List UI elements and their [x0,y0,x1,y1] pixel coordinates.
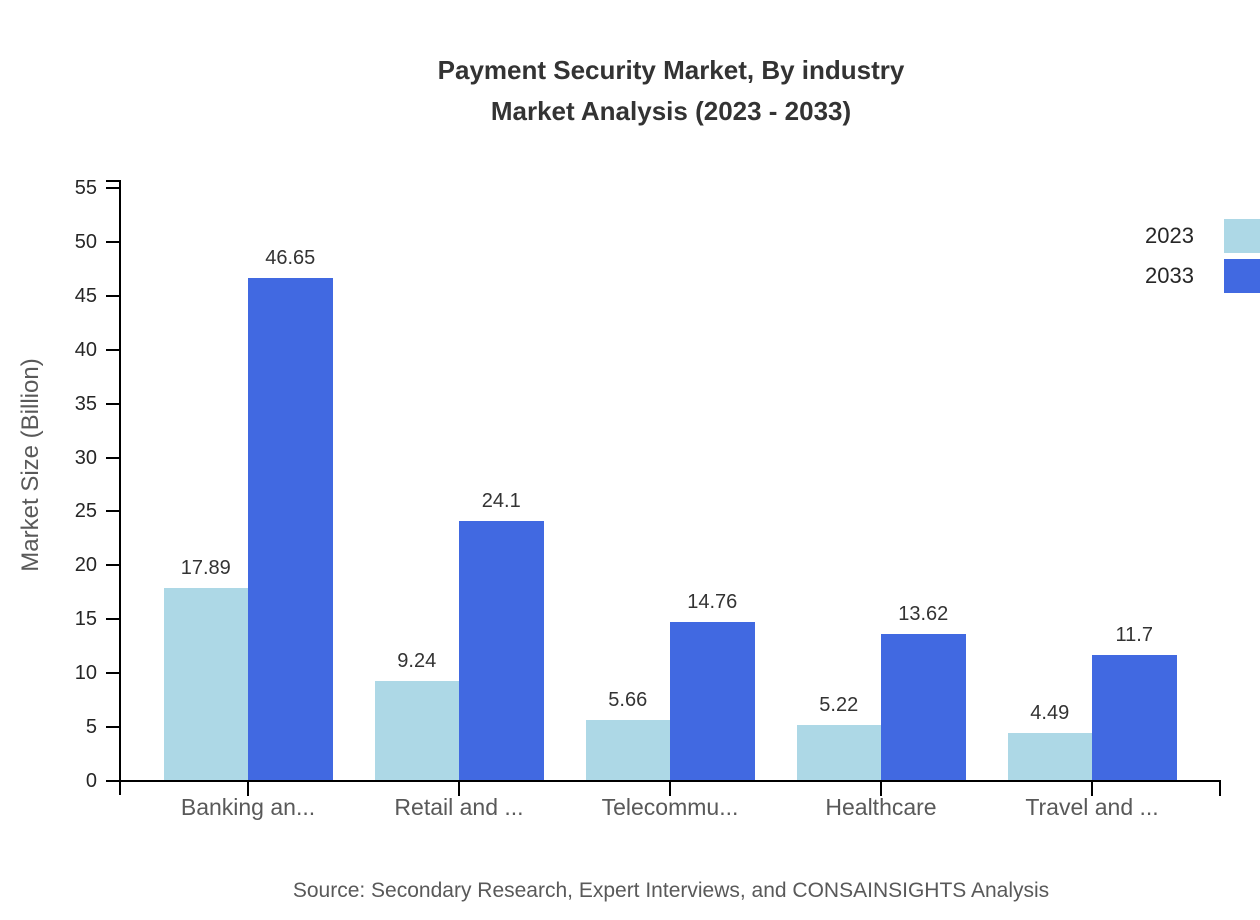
bar-2023 [1007,732,1092,780]
bar-value-label: 5.22 [819,693,859,716]
y-tick [106,726,119,729]
source-note: Source: Secondary Research, Expert Inter… [292,879,1050,902]
bar-2023 [585,719,670,780]
y-tick-label: 10 [74,662,97,685]
y-tick [106,294,119,297]
bar-value-label: 11.7 [1115,623,1153,646]
legend: 2023 2033 [1145,219,1260,299]
bar-2033 [881,634,966,780]
legend-swatch-icon [1224,219,1260,253]
y-tick [106,672,119,675]
y-tick-label: 30 [74,446,97,469]
bar-value-label: 17.89 [180,557,231,580]
y-tick-label: 50 [74,230,97,253]
chart-title-line2: Market Analysis (2023 - 2033) [490,96,852,126]
chart-title-line1: Payment Security Market, By industry [437,55,905,85]
legend-swatch-icon [1224,259,1260,293]
y-tick-label: 55 [74,177,97,199]
y-tick [106,780,119,782]
bar-value-label: 9.24 [397,650,437,673]
legend-item-2033: 2033 [1145,259,1260,293]
x-axis-line [119,780,1220,782]
category-label: Telecommu... [601,794,739,820]
legend-item-2023: 2023 [1145,219,1260,253]
y-tick-label: 35 [74,392,97,415]
y-tick-label: 45 [74,284,97,307]
bar-value-label: 46.65 [265,247,316,270]
bar-2033 [670,621,755,780]
y-tick-label: 40 [74,338,97,361]
bar-2033 [248,278,333,780]
category-label: Travel and ... [1025,794,1159,820]
x-axis-end-cap [1219,780,1221,796]
category-label: Retail and ... [394,794,524,820]
x-tick [669,782,671,796]
y-axis-top-cap [106,180,119,182]
y-tick [106,510,119,513]
bar-2033 [1092,654,1177,780]
bar-2023 [796,724,881,780]
x-tick [247,782,249,796]
y-tick [106,348,119,351]
chart-title: Payment Security Market, By industry Mar… [82,50,1260,132]
y-tick-label: 20 [74,554,97,577]
legend-label: 2033 [1145,263,1194,288]
y-axis-line [119,180,121,795]
y-tick [106,618,119,621]
y-tick [106,187,119,189]
bar-value-label: 13.62 [898,603,949,626]
x-tick [1091,782,1093,796]
y-tick [106,402,119,405]
bar-value-label: 4.49 [1030,701,1070,724]
bar-value-label: 14.76 [687,590,738,613]
y-tick-label: 0 [85,770,97,792]
y-tick-label: 25 [74,500,97,523]
y-tick [106,240,119,243]
bar-value-label: 24.1 [481,490,521,513]
y-tick-label: 5 [85,716,97,739]
x-tick [458,782,460,796]
bar-2023 [163,588,248,780]
y-tick-label: 15 [74,608,97,631]
y-tick [106,564,119,567]
category-label: Banking an... [180,794,316,820]
bar-value-label: 5.66 [608,688,648,711]
bar-2023 [374,681,459,780]
y-tick [106,456,119,459]
legend-label: 2023 [1145,223,1194,248]
x-tick [880,782,882,796]
category-label: Healthcare [825,794,937,820]
bar-2033 [459,521,544,780]
